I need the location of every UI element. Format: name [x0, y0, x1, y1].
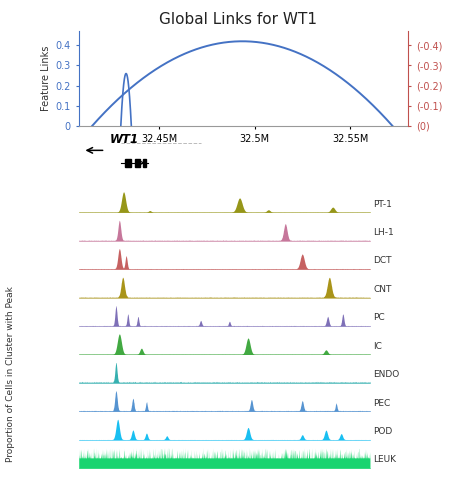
Text: IC: IC [373, 342, 382, 351]
Bar [124, 159, 131, 167]
Text: LH-1: LH-1 [373, 228, 393, 237]
Text: Global Links for WT1: Global Links for WT1 [159, 12, 317, 27]
Bar [142, 159, 145, 167]
Y-axis label: Feature Links: Feature Links [41, 46, 51, 111]
Bar [135, 159, 139, 167]
Text: CNT: CNT [373, 285, 391, 294]
Text: Proportion of Cells in Cluster with Peak: Proportion of Cells in Cluster with Peak [6, 287, 15, 462]
Text: PEC: PEC [373, 398, 390, 408]
Text: ENDO: ENDO [373, 370, 399, 379]
Text: WT1: WT1 [109, 133, 138, 146]
Text: POD: POD [373, 427, 392, 436]
Text: PT-1: PT-1 [373, 200, 392, 209]
Text: LEUK: LEUK [373, 456, 396, 465]
Text: PC: PC [373, 313, 384, 323]
Text: DCT: DCT [373, 256, 391, 265]
